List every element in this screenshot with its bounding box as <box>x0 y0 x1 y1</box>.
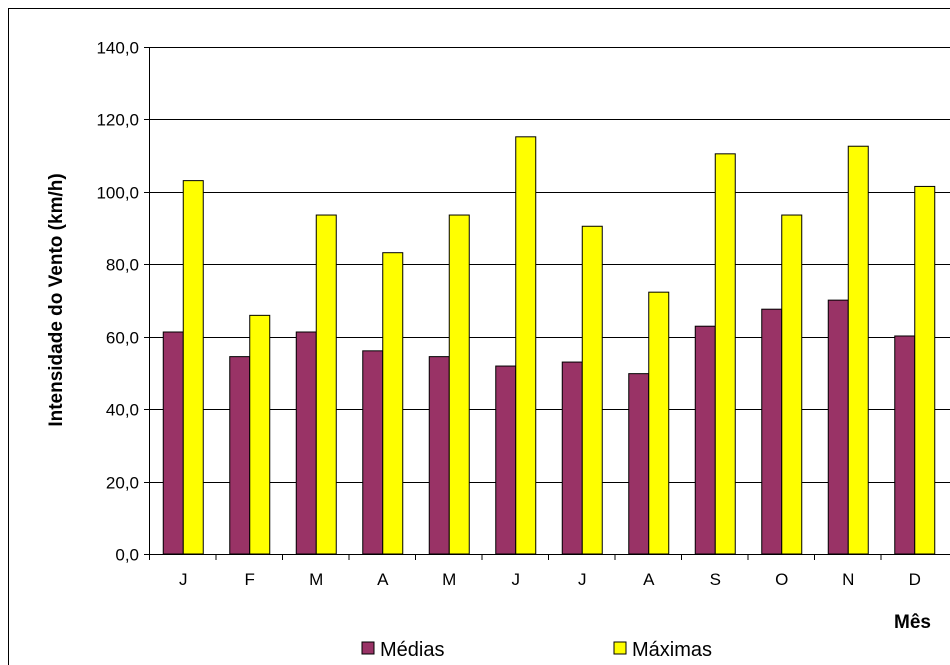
bar-maximas <box>914 185 936 555</box>
x-tick-label: M <box>309 570 323 589</box>
bar-maximas <box>382 252 404 555</box>
legend-swatch <box>613 641 627 655</box>
bar-maximas <box>315 214 337 555</box>
bars <box>162 136 936 555</box>
x-tick-label: S <box>710 570 721 589</box>
bar-medias <box>229 356 251 555</box>
x-tick-label: F <box>245 570 255 589</box>
x-tick-label: J <box>179 570 188 589</box>
bar-maximas <box>581 225 603 555</box>
bar-medias <box>428 356 450 555</box>
legend-label: Médias <box>380 639 444 661</box>
y-tick-label: 100,0 <box>96 184 139 203</box>
x-tick-label: A <box>643 570 655 589</box>
bar-maximas <box>781 214 803 555</box>
bar-medias <box>628 373 650 555</box>
bar-medias <box>362 350 384 555</box>
bar-medias <box>295 331 317 555</box>
x-tick-label: O <box>775 570 788 589</box>
y-axis-title: Intensidade do Vento (km/h) <box>46 173 67 426</box>
legend: Médias Máximas <box>361 639 712 661</box>
x-tick-label: J <box>512 570 521 589</box>
legend-label: Máximas <box>632 639 712 661</box>
bar-medias <box>694 325 716 555</box>
bar-maximas <box>182 180 204 555</box>
bar-maximas <box>515 136 537 555</box>
bar-maximas <box>847 145 869 555</box>
y-tick-label: 40,0 <box>106 401 139 420</box>
bar-medias <box>761 308 783 555</box>
bar-medias <box>827 299 849 555</box>
x-tick-label: D <box>909 570 921 589</box>
bar-maximas <box>714 153 736 555</box>
x-tick-label: M <box>442 570 456 589</box>
bar-medias <box>561 361 583 555</box>
bar-maximas <box>648 291 670 555</box>
y-tick-label: 120,0 <box>96 111 139 130</box>
gridlines <box>144 47 950 555</box>
y-tick-label: 140,0 <box>96 39 139 58</box>
bar-medias <box>894 335 916 555</box>
legend-swatch <box>361 641 375 655</box>
y-tick-label: 20,0 <box>106 474 139 493</box>
y-tick-label: 0,0 <box>115 546 139 565</box>
y-tick-label: 80,0 <box>106 256 139 275</box>
x-axis-title: Mês <box>894 612 931 633</box>
x-tick-label: J <box>578 570 587 589</box>
y-tick-label: 60,0 <box>106 329 139 348</box>
bar-medias <box>162 331 184 555</box>
bar-maximas <box>448 214 470 555</box>
bar-maximas <box>249 314 271 555</box>
y-tick-labels: 0,0 20,0 40,0 60,0 80,0 100,0 120,0 140,0 <box>96 39 139 565</box>
bar-medias <box>495 365 517 555</box>
x-tick-label: N <box>842 570 854 589</box>
x-tick-label: A <box>377 570 389 589</box>
